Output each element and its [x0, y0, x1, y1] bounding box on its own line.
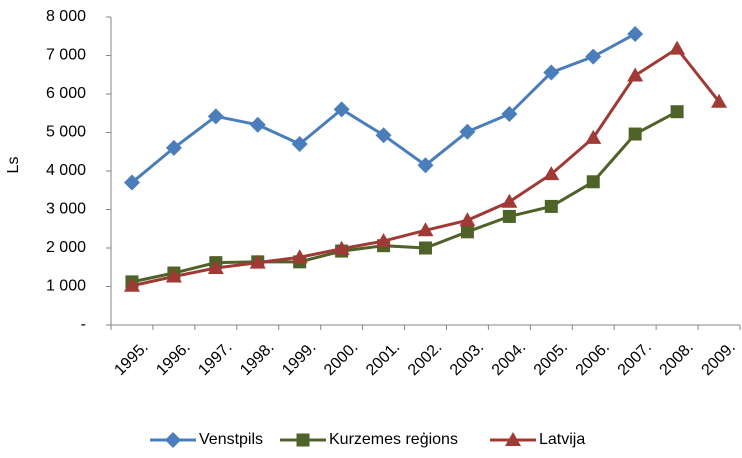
- marker: [291, 136, 308, 153]
- marker: [505, 432, 521, 446]
- marker: [501, 193, 518, 208]
- legend-label: Latvija: [539, 431, 585, 448]
- marker: [502, 209, 516, 223]
- marker: [207, 260, 224, 275]
- x-tick-label: 2003.: [447, 339, 487, 379]
- y-tick-label: 5 000: [46, 124, 86, 141]
- marker: [417, 157, 434, 174]
- legend-label: Kurzemes reģions: [329, 430, 458, 448]
- y-tick-label: 2 000: [46, 239, 86, 256]
- x-tick-label: 2004.: [489, 339, 529, 379]
- marker: [207, 108, 224, 125]
- marker: [419, 241, 432, 255]
- legend-label: Venstpils: [199, 431, 263, 448]
- x-tick-label: 2005.: [531, 339, 571, 379]
- marker: [543, 64, 560, 81]
- marker: [296, 433, 310, 447]
- legend-item: Venstpils: [150, 431, 263, 448]
- marker: [460, 225, 474, 239]
- x-tick-label: 2002.: [405, 339, 445, 379]
- x-tick-label: 2001.: [363, 339, 403, 379]
- marker: [459, 212, 476, 227]
- marker: [627, 67, 644, 82]
- series-line: [131, 110, 678, 284]
- y-tick-label: 7 000: [46, 47, 86, 64]
- y-tick-label: -: [81, 316, 86, 333]
- marker: [585, 129, 602, 144]
- marker: [585, 48, 602, 65]
- marker: [333, 240, 350, 255]
- marker: [291, 249, 308, 264]
- x-tick-label: 1996.: [153, 339, 193, 379]
- series-line: [131, 32, 636, 184]
- x-tick-label: 2006.: [573, 339, 613, 379]
- x-tick-label: 1999.: [279, 339, 319, 379]
- marker: [375, 127, 392, 144]
- x-tick-label: 2000.: [321, 339, 361, 379]
- marker: [669, 40, 686, 55]
- y-tick-label: 6 000: [46, 85, 86, 102]
- x-tick-label: 2007.: [615, 339, 655, 379]
- x-tick-label: 2009.: [699, 339, 739, 379]
- marker: [628, 127, 642, 141]
- y-tick-label: 3 000: [46, 201, 86, 218]
- x-tick-label: 1997.: [195, 339, 235, 379]
- y-tick-label: 8 000: [46, 8, 86, 25]
- marker: [249, 116, 266, 133]
- y-tick-label: 1 000: [46, 278, 86, 295]
- y-axis-label: Ls: [5, 157, 22, 174]
- marker: [375, 233, 392, 248]
- marker: [501, 106, 518, 123]
- marker: [165, 432, 181, 448]
- marker: [123, 277, 140, 292]
- marker: [123, 174, 140, 191]
- marker: [249, 254, 266, 269]
- x-tick-label: 1995.: [111, 339, 151, 379]
- marker: [586, 175, 600, 189]
- x-tick-label: 2008.: [657, 339, 697, 379]
- marker: [627, 25, 644, 42]
- legend-item: Kurzemes reģions: [280, 430, 458, 448]
- marker: [165, 268, 182, 283]
- marker: [711, 93, 728, 108]
- marker: [544, 199, 558, 213]
- marker: [417, 222, 434, 237]
- marker: [459, 123, 476, 140]
- legend-item: Latvija: [490, 431, 585, 448]
- marker: [670, 105, 684, 119]
- y-tick-label: 4 000: [46, 162, 86, 179]
- marker: [333, 101, 350, 118]
- marker: [165, 139, 182, 156]
- x-tick-label: 1998.: [237, 339, 277, 379]
- marker: [543, 166, 560, 181]
